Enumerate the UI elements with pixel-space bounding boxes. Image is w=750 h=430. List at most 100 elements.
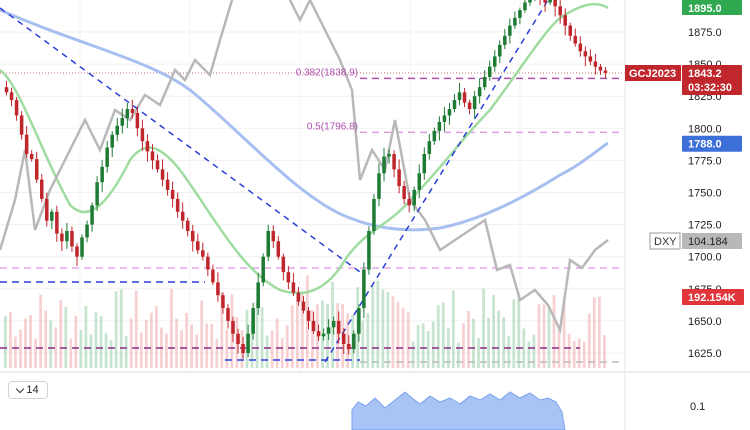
volume-bar (74, 315, 78, 368)
volume-bar (149, 312, 153, 368)
candle-body (432, 130, 437, 142)
candle-body (39, 179, 44, 199)
candle-body (301, 301, 306, 311)
candle-body (477, 87, 482, 97)
candle-body (276, 241, 281, 257)
volume-bar (431, 321, 435, 368)
last-price-tag-text: 1843.2 (688, 68, 722, 80)
volume-bar (79, 330, 83, 368)
candle-body (14, 100, 19, 116)
candle-body (543, 0, 547, 3)
volume-bar (220, 292, 224, 368)
candle-body (382, 156, 386, 174)
candle-body (211, 269, 215, 283)
candle-body (412, 189, 416, 206)
volume-bar (406, 312, 410, 368)
candle-body (341, 333, 346, 345)
dxy-value-text: 104.184 (688, 236, 728, 248)
volume-bar (597, 296, 601, 368)
candle-body (568, 25, 573, 36)
volume-bar (532, 334, 536, 368)
candle-body (221, 295, 225, 309)
lower-pane-tick: 0.1 (690, 401, 705, 413)
volume-bar (482, 288, 485, 368)
volume-bar (592, 297, 596, 368)
volume-bar (124, 336, 128, 368)
volume-bar (275, 318, 279, 368)
volume-bar (99, 316, 103, 368)
candle-body (387, 153, 391, 157)
volume-bar (527, 341, 531, 368)
candle-body (321, 333, 326, 337)
y-axis-tick-label: 1775.0 (688, 155, 722, 167)
candle-body (55, 211, 59, 234)
candle-body (145, 141, 150, 152)
volume-bar (144, 319, 148, 368)
volume-bar (477, 338, 480, 368)
candle-body (196, 241, 200, 251)
candle-body (377, 173, 381, 199)
volume-bar (59, 300, 63, 368)
volume-bar (441, 302, 445, 368)
candle-body (90, 205, 94, 225)
candle-body (523, 2, 527, 11)
volume-bar (517, 293, 521, 368)
symbol-tag-bg (625, 65, 681, 81)
volume-tag-bg (682, 289, 744, 305)
volume-bar (512, 299, 516, 368)
volume-bar (366, 313, 370, 368)
indicator-length-selector[interactable]: 14 (8, 381, 48, 399)
volume-bar (386, 292, 390, 368)
volume-bar (421, 323, 425, 368)
volume-bar (109, 340, 113, 368)
volume-bar (215, 338, 219, 368)
candle-body (80, 237, 84, 257)
candle-body (50, 211, 54, 221)
candle-body (487, 66, 492, 77)
candle-body (498, 44, 502, 57)
y-axis-tick-label: 1750.0 (688, 188, 722, 200)
y-axis-tick-label: 1625.0 (688, 348, 722, 360)
volume-bar (155, 306, 158, 368)
candle-body (251, 308, 255, 334)
candle-body (518, 10, 522, 18)
candle-body (563, 15, 567, 26)
candle-body (296, 292, 301, 302)
volume-bar (290, 305, 294, 368)
candle-body (246, 333, 250, 353)
volume-bar (522, 328, 526, 368)
volume-bar (24, 318, 27, 368)
volume-bar (326, 303, 329, 368)
volume-bar (451, 290, 455, 368)
candle-body (60, 233, 64, 242)
y-axis-tick-label: 1650.0 (688, 316, 722, 328)
price-tags: 1895.0 1788.0 GCJ2023 1843.2 03:32:30 DXY 104.… (625, 0, 744, 305)
candle-body (130, 109, 135, 113)
volume-bar (260, 307, 264, 368)
candle-body (472, 96, 477, 110)
volume-bar (19, 329, 22, 368)
volume-bar (195, 334, 199, 368)
volume-bar (567, 333, 571, 368)
volume-bar (472, 318, 475, 368)
y-axis-tick-label: 1800.0 (688, 123, 722, 135)
candle-body (266, 231, 271, 257)
candle-body (85, 224, 89, 238)
candle-body (226, 308, 230, 321)
candle-body (125, 109, 130, 119)
volume-bar (14, 336, 17, 368)
volume-bar (436, 305, 440, 368)
volume-bar (104, 333, 108, 368)
lower-pane-area (351, 391, 566, 430)
chevron-down-icon[interactable] (16, 384, 25, 394)
volume-bar (49, 320, 53, 368)
volume-bar (371, 285, 375, 368)
candle-body (65, 231, 69, 242)
candle-body (528, 0, 532, 3)
fib-labels: 0.382(1838.9) 0.5(1796.8) (296, 67, 358, 132)
candlesticks (4, 0, 608, 359)
candle-body (120, 118, 125, 126)
candle-body (482, 76, 487, 88)
volume-bar (295, 290, 299, 368)
